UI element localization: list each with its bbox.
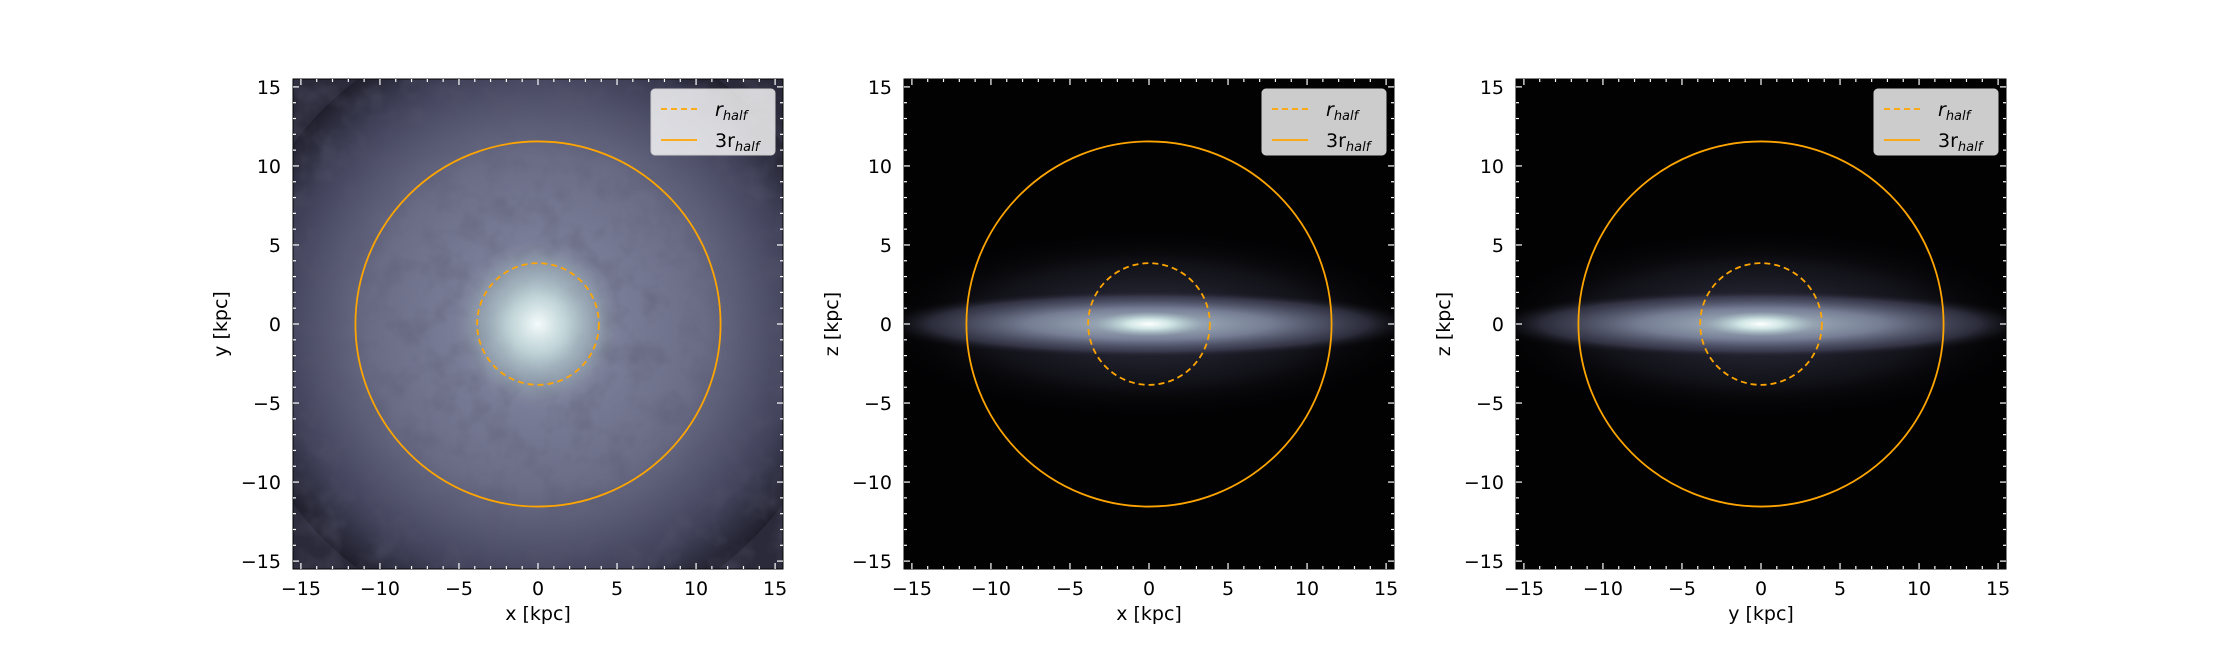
legend-box xyxy=(1261,88,1387,156)
y-tick-label: 0 xyxy=(269,314,281,336)
y-tick-label: −5 xyxy=(253,393,281,415)
y-tick-label: −5 xyxy=(1476,393,1504,415)
legend-entry-subscript: half xyxy=(1346,140,1373,155)
legend-entry-label: rhalf xyxy=(1938,99,1973,124)
legend-entry-base: r xyxy=(1938,99,1947,121)
y-tick-label: 0 xyxy=(1492,314,1504,336)
panel-3: −15 −10 −5 0 5 10 15 −15 −10 −5 0 5 10 15 y [kpc] z [kp… xyxy=(1433,77,2010,625)
density-image xyxy=(1516,79,2006,569)
density-image xyxy=(904,79,1394,569)
legend-entry-base: 3r xyxy=(1326,130,1346,152)
y-tick-label: 10 xyxy=(868,156,892,178)
y-tick-label: −15 xyxy=(852,551,892,573)
bright-bulge xyxy=(1095,311,1203,337)
legend-entry-base: 3r xyxy=(1938,130,1958,152)
rhalf-circle xyxy=(1699,262,1823,386)
x-axis-label: y [kpc] xyxy=(1728,603,1794,625)
legend-entry-subscript: half xyxy=(1958,140,1985,155)
bright-core xyxy=(454,240,622,408)
x-tick-label: 5 xyxy=(1834,578,1846,600)
legend-entry-label: rhalf xyxy=(715,99,750,124)
three-rhalf-circle xyxy=(354,140,722,508)
legend-entry-subscript: half xyxy=(1334,109,1361,124)
x-tick-label: −10 xyxy=(1583,578,1623,600)
y-tick-label: 5 xyxy=(269,235,281,257)
legend-box xyxy=(650,88,776,156)
x-tick-label: 10 xyxy=(684,578,708,600)
x-tick-label: −15 xyxy=(1504,578,1544,600)
y-tick-label: 10 xyxy=(257,156,281,178)
legend-entry-base: 3r xyxy=(715,130,735,152)
y-axis-label: y [kpc] xyxy=(210,291,232,357)
x-tick-label: −5 xyxy=(445,578,473,600)
y-tick-label: −10 xyxy=(241,472,281,494)
y-axis-label: z [kpc] xyxy=(821,292,843,356)
y-tick-label: 15 xyxy=(1480,77,1504,99)
legend-entry-subscript: half xyxy=(735,140,762,155)
y-tick-label: 15 xyxy=(868,77,892,99)
y-tick-label: −5 xyxy=(864,393,892,415)
legend-box xyxy=(1873,88,1999,156)
rhalf-circle xyxy=(1087,262,1211,386)
x-tick-label: 5 xyxy=(1222,578,1234,600)
y-tick-label: −15 xyxy=(1464,551,1504,573)
y-tick-label: 5 xyxy=(880,235,892,257)
legend-entry-label: 3rhalf xyxy=(1938,130,1985,155)
y-axis-label: z [kpc] xyxy=(1433,292,1455,356)
legend-entry-subscript: half xyxy=(1946,109,1973,124)
legend-entry-subscript: half xyxy=(723,109,750,124)
y-tick-label: −10 xyxy=(852,472,892,494)
x-tick-label: −15 xyxy=(892,578,932,600)
panel-2: −15 −10 −5 0 5 10 15 −15 −10 −5 0 5 10 15 x [kpc] z [kp… xyxy=(821,77,1398,625)
x-tick-label: 10 xyxy=(1295,578,1319,600)
legend-entry-base: r xyxy=(715,99,724,121)
bright-bulge xyxy=(1707,311,1815,337)
three-rhalf-circle xyxy=(1577,140,1945,508)
legend-entry-base: r xyxy=(1326,99,1335,121)
x-tick-label: 10 xyxy=(1907,578,1931,600)
x-tick-label: 0 xyxy=(1755,578,1767,600)
x-tick-label: 5 xyxy=(611,578,623,600)
legend-entry-label: 3rhalf xyxy=(715,130,762,155)
x-axis-label: x [kpc] xyxy=(505,603,571,625)
y-tick-label: −15 xyxy=(241,551,281,573)
x-tick-label: 15 xyxy=(1986,578,2010,600)
x-tick-label: −5 xyxy=(1668,578,1696,600)
y-tick-label: 10 xyxy=(1480,156,1504,178)
x-tick-label: −10 xyxy=(971,578,1011,600)
panel-1: −15 −10 −5 0 5 10 15 −15 −10 −5 0 5 10 15 x [kpc] y [kp… xyxy=(210,77,787,625)
legend-entry-label: rhalf xyxy=(1326,99,1361,124)
y-tick-label: 5 xyxy=(1492,235,1504,257)
x-tick-label: −10 xyxy=(360,578,400,600)
y-tick-label: 0 xyxy=(880,314,892,336)
x-tick-label: 15 xyxy=(1374,578,1398,600)
x-tick-label: −5 xyxy=(1056,578,1084,600)
x-tick-label: −15 xyxy=(281,578,321,600)
x-tick-label: 15 xyxy=(763,578,787,600)
x-tick-label: 0 xyxy=(1143,578,1155,600)
density-image xyxy=(293,79,783,569)
rhalf-circle xyxy=(476,262,600,386)
y-tick-label: 15 xyxy=(257,77,281,99)
x-tick-label: 0 xyxy=(532,578,544,600)
legend-entry-label: 3rhalf xyxy=(1326,130,1373,155)
y-tick-label: −10 xyxy=(1464,472,1504,494)
three-rhalf-circle xyxy=(965,140,1333,508)
x-axis-label: x [kpc] xyxy=(1116,603,1182,625)
